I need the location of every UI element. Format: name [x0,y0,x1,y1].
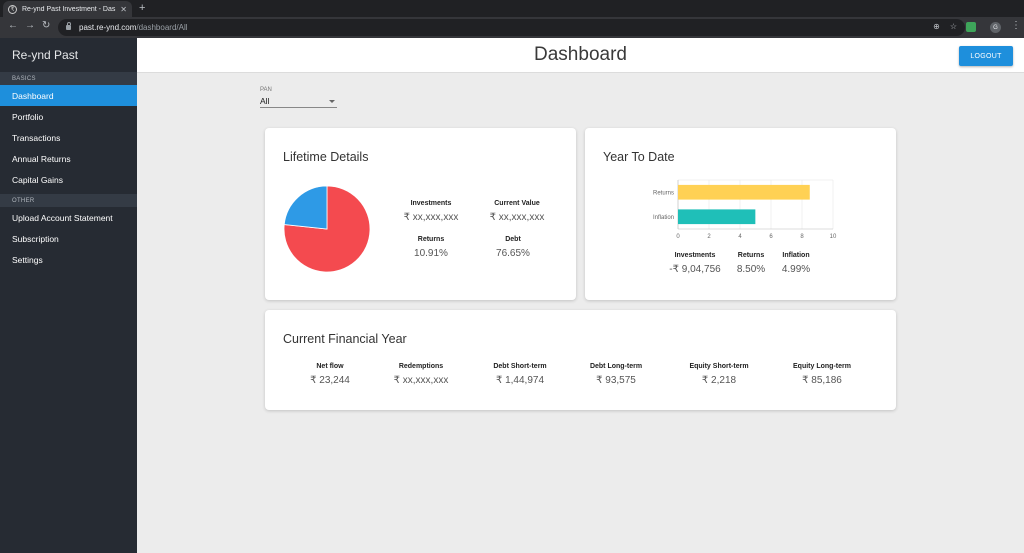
sidebar-item-annual-returns[interactable]: Annual Returns [12,153,71,164]
lifetime-pie-chart [283,185,371,273]
stat-label: Returns [737,252,765,259]
year-to-date-card: Year To Date 0 2 4 6 8 10 Returns Inflation Inv… [585,128,896,300]
brand-title[interactable]: Re-ynd Past [12,48,79,62]
sidebar-section-basics: BASICS [0,72,137,85]
stat-label: Debt Short-term [493,363,547,370]
tab-title: Re-ynd Past Investment - Das [22,5,116,13]
sidebar-item-settings[interactable]: Settings [12,254,43,265]
pan-select-value: All [260,96,270,106]
stat-label: Returns [417,236,445,243]
x-tick-label: 4 [738,234,742,240]
new-tab-icon[interactable]: + [139,2,146,14]
bar-returns [678,184,810,200]
stat-label: Current Value [494,200,540,207]
logout-button[interactable]: LOGOUT [959,46,1013,66]
y-tick-label: Inflation [653,215,674,221]
url-path: /dashboard/All [136,23,188,32]
profile-avatar[interactable]: G [990,22,1001,33]
stat-value: 8.50% [736,264,766,275]
sidebar-item-upload-account-statement[interactable]: Upload Account Statement [12,212,113,223]
x-tick-label: 0 [676,234,680,240]
stat-ytd-inflation: Inflation 4.99% [751,252,841,275]
stat-value: ₹ xx,xxx,xxx [489,212,545,223]
pan-select[interactable]: All [260,95,337,108]
stat-value: ₹ 93,575 [596,375,636,386]
sidebar-item-dashboard[interactable]: Dashboard [0,85,137,106]
pan-selector: PAN All [260,87,337,108]
stat-label: Investments [410,200,452,207]
sidebar-item-transactions[interactable]: Transactions [12,132,61,143]
sidebar: Re-ynd Past BASICS Dashboard Portfolio T… [0,38,137,553]
stat-value: ₹ 2,218 [701,375,737,386]
stat-label: Equity Short-term [689,363,749,370]
sidebar-section-other: OTHER [0,194,137,207]
forward-icon[interactable]: → [25,20,35,31]
pie-slice-other [283,185,328,230]
stat-value: ₹ 1,44,974 [495,375,545,386]
stat-equity-short-term: Equity Short-term ₹ 2,218 [674,363,764,386]
sidebar-item-capital-gains[interactable]: Capital Gains [12,174,64,185]
top-header: Dashboard LOGOUT [137,38,1024,73]
stat-redemptions: Redemptions ₹ xx,xxx,xxx [376,363,466,386]
x-tick-label: 8 [800,234,804,240]
reload-icon[interactable]: ↻ [42,20,51,31]
caret-down-icon [329,99,335,103]
stat-value: ₹ xx,xxx,xxx [393,375,449,386]
back-icon[interactable]: ← [8,20,18,31]
page-title: Dashboard [534,44,627,65]
stat-ytd-returns: Returns 8.50% [706,252,796,275]
stat-value: ₹ 23,244 [310,375,350,386]
rupee-favicon-icon: ₹ [8,4,17,14]
stat-returns: Returns 10.91% [386,236,476,259]
year-to-date-title: Year To Date [603,150,675,164]
stat-ytd-investments: Investments -₹ 9,04,756 [650,252,740,275]
browser-menu-icon[interactable]: ⋮ [1011,20,1021,31]
sidebar-item-subscription[interactable]: Subscription [12,233,59,244]
x-tick-label: 6 [769,234,773,240]
bookmark-star-icon[interactable]: ☆ [949,22,957,31]
lens-icon[interactable]: ⊕ [933,22,940,31]
url-host: past.re-ynd.com [79,23,137,32]
lock-icon [66,22,71,30]
x-tick-label: 10 [830,234,837,240]
url-input[interactable]: past.re-ynd.com/dashboard/All ⊕ ☆ [58,19,965,36]
stat-equity-long-term: Equity Long-term ₹ 85,186 [777,363,867,386]
stat-value: ₹ 85,186 [802,375,842,386]
sidebar-item-portfolio[interactable]: Portfolio [12,111,44,122]
bar-inflation [678,209,756,225]
y-tick-label: Returns [653,190,674,196]
stat-value: ₹ xx,xxx,xxx [403,212,459,223]
stat-label: Net flow [316,363,344,370]
tab-close-icon[interactable]: ✕ [120,4,127,14]
stat-value: 76.65% [496,248,530,259]
stat-value: 4.99% [781,264,811,275]
ytd-bar-chart: 0 2 4 6 8 10 Returns Inflation [653,179,837,240]
browser-tab[interactable]: ₹ Re-ynd Past Investment - Das ✕ [3,1,132,17]
stat-debt-long-term: Debt Long-term ₹ 93,575 [571,363,661,386]
stat-debt-short-term: Debt Short-term ₹ 1,44,974 [475,363,565,386]
current-financial-year-card: Current Financial Year Net flow ₹ 23,244… [265,310,896,410]
x-tick-label: 2 [707,234,711,240]
address-bar: ← → ↻ past.re-ynd.com/dashboard/All ⊕ ☆ … [0,17,1024,38]
stat-label: Debt [505,236,521,243]
stat-label: Investments [674,252,716,259]
current-financial-year-title: Current Financial Year [283,332,407,346]
stat-value: 10.91% [414,248,448,259]
pie-slice-debt [283,185,371,273]
stat-label: Redemptions [398,363,444,370]
stat-current-value: Current Value ₹ xx,xxx,xxx [472,200,562,223]
stat-label: Debt Long-term [589,363,643,370]
stat-label: Inflation [782,252,810,259]
stat-investments: Investments ₹ xx,xxx,xxx [386,200,476,223]
lifetime-details-title: Lifetime Details [283,150,369,164]
pan-label: PAN [260,87,272,93]
browser-tab-strip: ₹ Re-ynd Past Investment - Das ✕ + [0,0,1024,17]
stat-net-flow: Net flow ₹ 23,244 [285,363,375,386]
stat-value: -₹ 9,04,756 [669,264,721,275]
lifetime-details-card: Lifetime Details Investments ₹ xx,xxx,xx… [265,128,576,300]
extension-icon[interactable] [966,22,976,32]
stat-debt: Debt 76.65% [468,236,558,259]
stat-label: Equity Long-term [793,363,851,370]
